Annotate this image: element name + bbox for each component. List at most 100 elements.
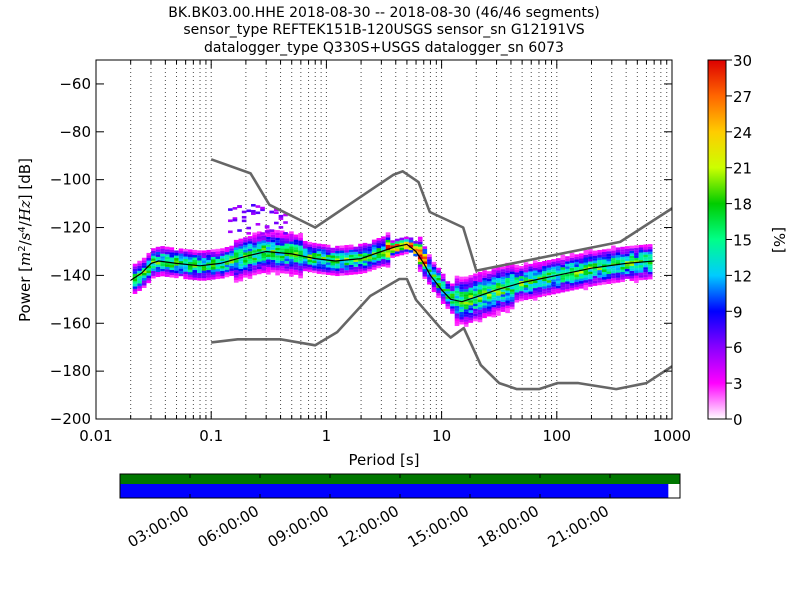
psd-cell bbox=[275, 247, 280, 251]
psd-cell bbox=[560, 259, 566, 263]
psd-cell bbox=[251, 212, 256, 215]
psd-cell bbox=[606, 261, 612, 264]
psd-cell bbox=[233, 249, 239, 253]
psd-cell bbox=[606, 276, 612, 279]
psd-cell bbox=[289, 259, 294, 262]
psd-cell bbox=[394, 246, 400, 249]
psd-cell bbox=[178, 258, 184, 262]
psd-cell bbox=[551, 271, 556, 275]
psd-cell bbox=[284, 268, 290, 272]
psd-cell bbox=[220, 268, 225, 271]
psd-cell bbox=[440, 283, 446, 287]
psd-cell bbox=[537, 271, 543, 275]
psd-cell bbox=[509, 304, 515, 307]
psd-cell bbox=[583, 280, 589, 283]
psd-cell bbox=[174, 273, 179, 276]
psd-cell bbox=[155, 261, 161, 265]
psd-cell bbox=[358, 256, 363, 259]
psd-cell bbox=[362, 252, 368, 256]
psd-cell bbox=[321, 251, 326, 255]
psd-cell bbox=[293, 269, 299, 273]
psd-cell bbox=[279, 265, 285, 269]
psd-cell bbox=[312, 242, 317, 246]
psd-cell bbox=[169, 272, 175, 276]
psd-cell bbox=[588, 264, 593, 267]
psd-cell bbox=[647, 254, 653, 257]
psd-cell bbox=[565, 268, 570, 272]
psd-cell bbox=[229, 245, 234, 249]
psd-cell bbox=[381, 264, 386, 267]
psd-cell bbox=[284, 238, 290, 242]
psd-cell bbox=[316, 263, 322, 267]
psd-cell bbox=[289, 236, 294, 240]
psd-cell bbox=[233, 242, 239, 245]
psd-cell bbox=[289, 269, 294, 272]
psd-cell bbox=[187, 277, 193, 280]
psd-cell bbox=[160, 248, 165, 252]
psd-cell bbox=[450, 283, 455, 287]
psd-cell bbox=[237, 205, 242, 209]
psd-cell bbox=[551, 281, 556, 285]
psd-cell bbox=[624, 251, 630, 254]
psd-cell bbox=[210, 251, 216, 255]
psd-cell bbox=[560, 289, 566, 293]
psd-cell bbox=[477, 314, 483, 318]
psd-cell bbox=[500, 266, 506, 270]
psd-cell bbox=[482, 307, 487, 311]
psd-cell bbox=[330, 247, 336, 251]
psd-cell bbox=[482, 275, 487, 278]
psd-cell bbox=[348, 269, 354, 273]
psd-cell bbox=[178, 266, 184, 269]
psd-cell bbox=[583, 272, 589, 276]
psd-cell bbox=[146, 260, 152, 264]
psd-cell bbox=[624, 253, 630, 257]
psd-cell bbox=[289, 271, 294, 275]
psd-cell bbox=[560, 264, 566, 268]
psd-cell bbox=[542, 288, 547, 292]
psd-cell bbox=[141, 262, 147, 266]
psd-cell bbox=[141, 265, 147, 268]
psd-cell bbox=[284, 243, 290, 247]
psd-cell bbox=[270, 244, 276, 248]
time-tick-label: 21:00:00 bbox=[545, 502, 612, 551]
psd-cell bbox=[413, 251, 418, 254]
psd-cell bbox=[293, 267, 299, 270]
psd-cell bbox=[496, 285, 501, 289]
psd-cell bbox=[266, 254, 271, 257]
psd-cell bbox=[252, 260, 257, 263]
psd-cell bbox=[348, 252, 354, 255]
psd-cell bbox=[546, 260, 552, 263]
psd-cell bbox=[491, 287, 497, 290]
psd-cell bbox=[330, 250, 336, 253]
psd-cell bbox=[394, 253, 400, 257]
psd-cell bbox=[220, 273, 225, 277]
psd-cell bbox=[528, 288, 533, 292]
psd-cell bbox=[569, 260, 575, 263]
psd-cell bbox=[298, 268, 303, 271]
psd-cell bbox=[408, 250, 414, 253]
psd-cell bbox=[473, 281, 478, 284]
psd-cell bbox=[574, 286, 579, 290]
psd-cell bbox=[459, 299, 464, 302]
psd-cell bbox=[266, 249, 271, 252]
psd-cell bbox=[293, 262, 299, 265]
psd-cell bbox=[629, 263, 635, 266]
psd-cell bbox=[542, 260, 547, 264]
psd-cell bbox=[643, 257, 648, 260]
psd-cell bbox=[459, 284, 464, 287]
psd-cell bbox=[385, 257, 391, 261]
psd-cell bbox=[293, 272, 299, 275]
psd-cell bbox=[629, 258, 635, 261]
psd-cell bbox=[312, 250, 317, 253]
psd-cell bbox=[528, 273, 533, 277]
psd-cell bbox=[555, 258, 561, 261]
psd-cell bbox=[528, 266, 533, 269]
psd-cell bbox=[321, 246, 326, 250]
psd-cell bbox=[312, 252, 317, 256]
psd-cell bbox=[404, 241, 409, 245]
psd-cell bbox=[523, 262, 529, 265]
psd-cell bbox=[514, 297, 520, 301]
psd-cell bbox=[210, 264, 216, 268]
psd-cell bbox=[583, 257, 589, 261]
psd-cell bbox=[371, 244, 377, 248]
